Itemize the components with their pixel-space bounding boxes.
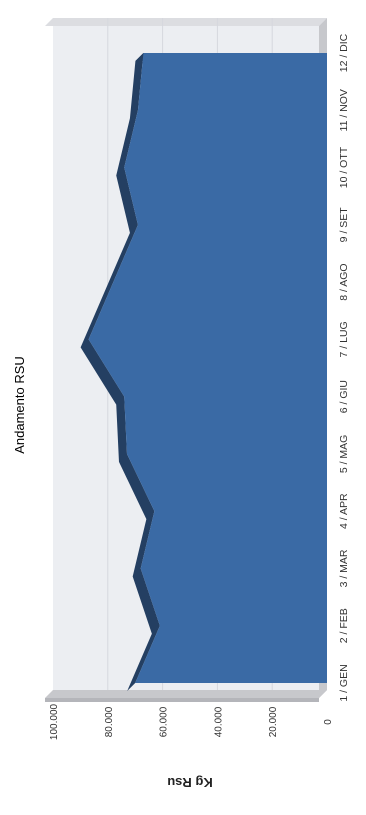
x-tick-label: 7 / LUG bbox=[338, 321, 350, 357]
y-tick-label: 60.000 bbox=[159, 706, 170, 737]
y-tick-label: 0 bbox=[323, 719, 334, 725]
top-wall bbox=[45, 18, 327, 26]
y-tick-label: 40.000 bbox=[213, 706, 224, 737]
x-tick-label: 5 / MAG bbox=[338, 435, 350, 474]
x-tick-label: 6 / GIU bbox=[338, 380, 350, 413]
y-tick-labels: 0 20.000 40.000 60.000 80.000 100.000 bbox=[49, 703, 334, 740]
x-tick-label: 11 / NOV bbox=[338, 89, 350, 131]
x-tick-label: 4 / APR bbox=[338, 493, 350, 529]
side-wall-edge bbox=[45, 698, 319, 702]
x-tick-label: 1 / GEN bbox=[338, 664, 350, 701]
x-tick-label: 12 / DIC bbox=[338, 33, 350, 72]
y-tick-label: 80.000 bbox=[104, 706, 115, 737]
x-tick-label: 2 / FEB bbox=[338, 608, 350, 643]
y-tick-label: 20.000 bbox=[268, 706, 279, 737]
x-tick-label: 10 / OTT bbox=[338, 146, 350, 188]
x-tick-label: 8 / AGO bbox=[338, 263, 350, 300]
area-series bbox=[80, 53, 328, 691]
x-tick-label: 9 / SET bbox=[338, 207, 350, 243]
chart-title: Andamento RSU bbox=[12, 356, 27, 454]
side-wall bbox=[45, 690, 327, 698]
y-axis-title: Kg Rsu bbox=[167, 775, 213, 790]
area-series-edge bbox=[80, 53, 160, 691]
y-tick-label: 100.000 bbox=[49, 703, 60, 740]
x-tick-label: 3 / MAR bbox=[338, 549, 350, 587]
x-tick-labels: 1 / GEN 2 / FEB 3 / MAR 4 / APR 5 / MAG 6 / G… bbox=[338, 33, 350, 701]
area-series-face bbox=[88, 53, 328, 683]
